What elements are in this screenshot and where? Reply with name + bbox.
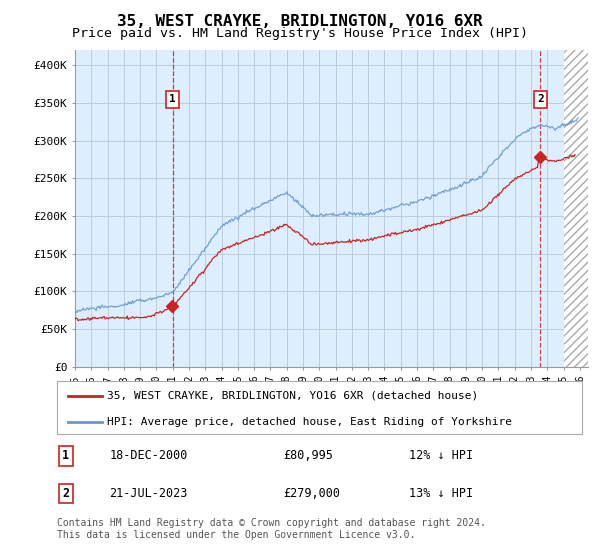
Text: 35, WEST CRAYKE, BRIDLINGTON, YO16 6XR: 35, WEST CRAYKE, BRIDLINGTON, YO16 6XR xyxy=(117,14,483,29)
Text: £279,000: £279,000 xyxy=(283,487,340,500)
Text: 13% ↓ HPI: 13% ↓ HPI xyxy=(409,487,473,500)
Text: 35, WEST CRAYKE, BRIDLINGTON, YO16 6XR (detached house): 35, WEST CRAYKE, BRIDLINGTON, YO16 6XR (… xyxy=(107,391,478,401)
Text: 18-DEC-2000: 18-DEC-2000 xyxy=(110,449,188,462)
Text: 1: 1 xyxy=(62,449,70,462)
Text: Contains HM Land Registry data © Crown copyright and database right 2024.
This d: Contains HM Land Registry data © Crown c… xyxy=(57,518,486,540)
Text: 1: 1 xyxy=(169,95,176,104)
Text: 12% ↓ HPI: 12% ↓ HPI xyxy=(409,449,473,462)
Bar xyxy=(563,50,588,367)
Bar xyxy=(563,50,588,367)
Text: £80,995: £80,995 xyxy=(283,449,332,462)
Text: HPI: Average price, detached house, East Riding of Yorkshire: HPI: Average price, detached house, East… xyxy=(107,417,512,427)
Text: 21-JUL-2023: 21-JUL-2023 xyxy=(110,487,188,500)
Text: 2: 2 xyxy=(537,95,544,104)
Text: Price paid vs. HM Land Registry's House Price Index (HPI): Price paid vs. HM Land Registry's House … xyxy=(72,27,528,40)
Text: 2: 2 xyxy=(62,487,70,500)
